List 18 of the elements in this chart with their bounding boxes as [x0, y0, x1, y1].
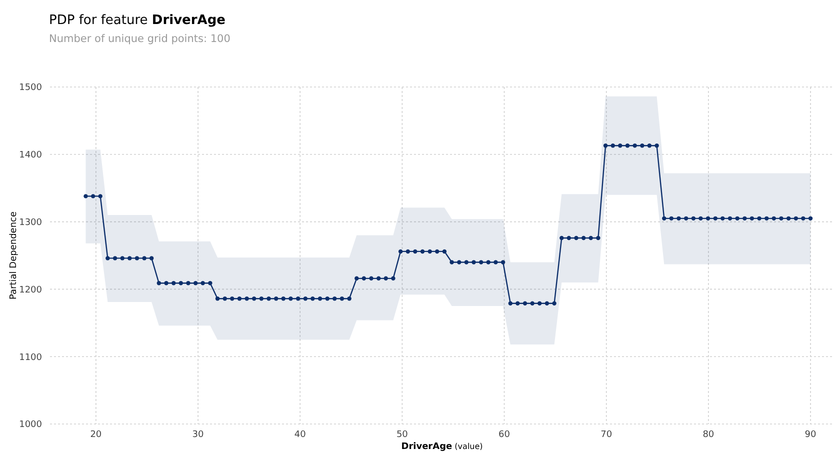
x-tick-label: 50	[396, 430, 408, 440]
y-tick-label: 1400	[19, 150, 42, 161]
x-tick-label: 20	[90, 430, 102, 440]
x-tick-label: 60	[498, 430, 510, 440]
y-tick-label: 1200	[19, 285, 42, 296]
x-tick-label: 30	[192, 430, 204, 440]
chart-title: PDP for feature DriverAge	[49, 13, 226, 28]
x-axis-title: DriverAge (value)	[401, 442, 483, 452]
chart-subtitle: Number of unique grid points: 100	[49, 33, 230, 45]
x-tick-label: 40	[294, 430, 306, 440]
x-tick-label: 70	[600, 430, 612, 440]
y-tick-label: 1100	[19, 352, 42, 363]
x-tick-label: 90	[804, 430, 817, 440]
y-tick-label: 1500	[19, 83, 42, 94]
x-tick-label: 80	[702, 430, 714, 440]
y-tick-label: 1000	[19, 420, 42, 430]
y-axis-title: Partial Dependence	[9, 211, 19, 300]
y-tick-label: 1300	[19, 218, 42, 228]
